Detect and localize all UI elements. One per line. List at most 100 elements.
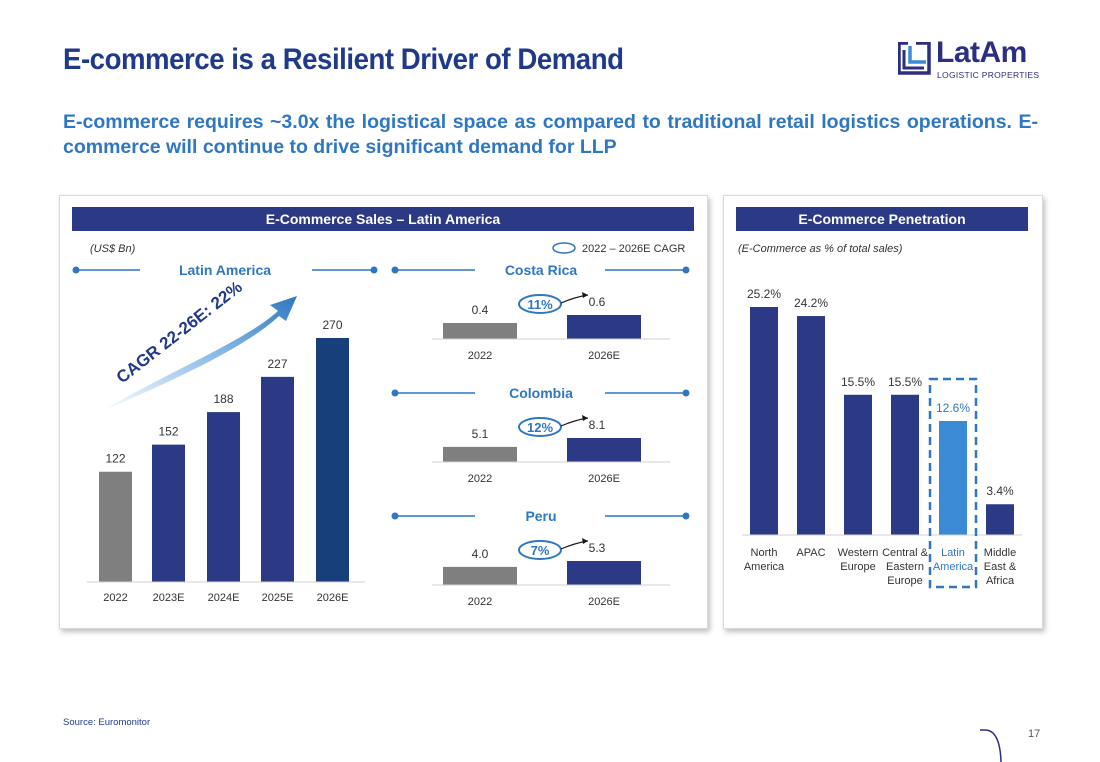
penetration-tick-label: Latin xyxy=(941,547,965,559)
country-tick-label: 2026E xyxy=(588,350,620,362)
latam-bar-label: 227 xyxy=(267,357,287,371)
latam-bar-label: 152 xyxy=(158,425,178,439)
country-bar xyxy=(567,561,641,585)
latam-section-title: Latin America xyxy=(179,262,271,278)
sales-header: E-Commerce Sales – Latin America xyxy=(266,211,501,227)
country-tick-label: 2022 xyxy=(468,596,492,608)
section-dot xyxy=(370,266,378,274)
country-bar xyxy=(443,566,517,585)
latam-tick-label: 2022 xyxy=(103,592,127,604)
latam-tick-label: 2025E xyxy=(262,592,294,604)
country-bar-label: 0.4 xyxy=(472,303,489,317)
country-bar-label: 0.6 xyxy=(589,295,606,309)
country-bar-label: 8.1 xyxy=(589,418,606,432)
penetration-bar-label: 15.5% xyxy=(841,375,875,389)
sales-panel: E-Commerce Sales – Latin America (US$ Bn… xyxy=(59,195,708,629)
country-bar xyxy=(567,438,641,462)
country-bar xyxy=(443,446,517,462)
penetration-tick-label: America xyxy=(744,561,785,573)
source-note: Source: Euromonitor xyxy=(63,717,151,728)
latam-bar xyxy=(207,412,240,582)
cagr-pointer-head-icon xyxy=(582,415,588,421)
cagr-ellipse-icon xyxy=(518,294,562,314)
penetration-bar xyxy=(986,504,1014,535)
cagr-value: 11% xyxy=(527,297,553,312)
country-bar xyxy=(567,315,641,339)
section-dot xyxy=(682,389,690,397)
section-dot xyxy=(682,512,690,520)
penetration-tick-label: Africa xyxy=(986,575,1015,587)
penetration-tick-label: North xyxy=(751,547,778,559)
cagr-value: 12% xyxy=(527,420,553,435)
country-tick-label: 2022 xyxy=(468,350,492,362)
latam-bar-chart: 122 2022 152 2023E 188 2024E 227 2025E 270 2026E xyxy=(99,318,349,604)
corner-decoration xyxy=(980,729,1002,762)
penetration-bar-label: 12.6% xyxy=(936,401,970,415)
country-charts: Costa Rica 0.4 2022 0.6 2026E 11% Colombia 5.1 2… xyxy=(391,262,690,608)
latam-bar-label: 188 xyxy=(213,392,233,406)
penetration-bar-label: 25.2% xyxy=(747,287,781,301)
latam-bar xyxy=(261,376,294,582)
penetration-panel: E-Commerce Penetration (E-Commerce as % … xyxy=(723,195,1043,629)
penetration-bar-label: 24.2% xyxy=(794,296,828,310)
page-subtitle: E-commerce requires ~3.0x the logistical… xyxy=(63,111,1038,158)
cagr-value: 7% xyxy=(531,543,550,558)
page-title: E-commerce is a Resilient Driver of Dema… xyxy=(63,43,624,76)
sales-chart-svg: E-Commerce Sales – Latin America (US$ Bn… xyxy=(72,207,694,608)
latam-bar xyxy=(316,338,349,582)
country-title: Costa Rica xyxy=(505,262,578,278)
section-dot xyxy=(682,266,690,274)
penetration-tick-label: Middle xyxy=(984,547,1016,559)
country-tick-label: 2026E xyxy=(588,596,620,608)
penetration-tick-label: East & xyxy=(984,561,1017,573)
penetration-chart-svg: E-Commerce Penetration (E-Commerce as % … xyxy=(736,207,1028,589)
penetration-header: E-Commerce Penetration xyxy=(798,211,965,227)
penetration-bar xyxy=(844,394,872,535)
penetration-tick-label: America xyxy=(933,561,974,573)
logo-wordmark: LatAm xyxy=(936,36,1027,69)
latam-tick-label: 2024E xyxy=(208,592,240,604)
country-bar-label: 5.1 xyxy=(472,427,489,441)
country-bar xyxy=(443,323,517,339)
penetration-bar-label: 3.4% xyxy=(986,484,1014,498)
cagr-pointer-head-icon xyxy=(582,538,588,544)
logo-subtext: LOGISTIC PROPERTIES xyxy=(937,70,1040,80)
latam-bar-label: 122 xyxy=(105,452,125,466)
latam-bar xyxy=(99,471,132,582)
logo-icon xyxy=(898,42,931,75)
page-number: 17 xyxy=(1028,728,1041,740)
penetration-tick-label: Eastern xyxy=(886,561,924,573)
cagr-arrow-icon xyxy=(100,296,297,412)
cagr-ellipse-icon xyxy=(518,540,562,560)
penetration-tick-label: Europe xyxy=(887,575,922,587)
latam-bar-label: 270 xyxy=(322,318,342,332)
latam-tick-label: 2026E xyxy=(317,592,349,604)
latam-bar xyxy=(152,444,185,582)
country-tick-label: 2026E xyxy=(588,473,620,485)
penetration-header-bar xyxy=(736,207,1028,231)
cagr-ellipse-icon xyxy=(518,417,562,437)
penetration-tick-label: Central & xyxy=(882,547,929,559)
penetration-tick-label: Europe xyxy=(840,561,875,573)
cagr-legend-icon xyxy=(552,242,576,254)
penetration-bar xyxy=(797,316,825,535)
latam-highlight-box xyxy=(928,377,978,589)
penetration-bar-chart: 25.2% North America 24.2% APAC 15.5% Western Eu… xyxy=(742,287,1022,589)
penetration-bar xyxy=(750,307,778,535)
latam-tick-label: 2023E xyxy=(153,592,185,604)
country-bar-label: 4.0 xyxy=(472,547,489,561)
company-logo: LatAm LOGISTIC PROPERTIES xyxy=(898,36,1048,84)
country-title: Colombia xyxy=(509,385,573,401)
cagr-pointer-head-icon xyxy=(582,292,588,298)
penetration-bar xyxy=(891,394,919,535)
cagr-legend-label: 2022 – 2026E CAGR xyxy=(582,243,685,255)
country-title: Peru xyxy=(525,508,556,524)
penetration-tick-label: APAC xyxy=(796,547,825,559)
penetration-bar-label: 15.5% xyxy=(888,375,922,389)
penetration-bar xyxy=(939,421,967,535)
sales-header-bar xyxy=(72,207,694,231)
penetration-tick-label: Western xyxy=(838,547,879,559)
country-tick-label: 2022 xyxy=(468,473,492,485)
country-bar-label: 5.3 xyxy=(589,541,606,555)
unit-note: (US$ Bn) xyxy=(90,243,136,255)
